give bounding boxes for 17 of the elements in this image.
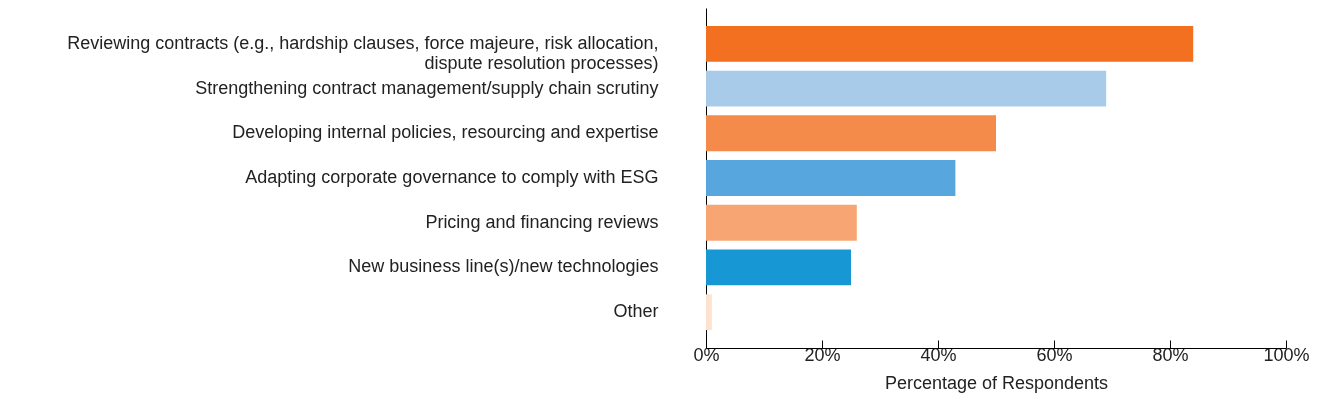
bar (706, 294, 712, 331)
bar (706, 204, 857, 241)
bar (706, 70, 1107, 107)
x-axis-title: Percentage of Respondents (884, 372, 1109, 393)
y-tick-label: Strengthening contract management/supply chain scrutiny (195, 77, 659, 98)
bar (706, 115, 996, 152)
y-tick-label: Reviewing contracts (e.g., hardship clauses, force majeure, risk allocation, dispute resolution processes) (67, 32, 659, 73)
x-tick-label: 100% (1263, 344, 1310, 365)
y-tick-label: Adapting corporate governance to comply with ESG (245, 167, 659, 187)
y-tick-label: New business line(s)/new technologies (348, 256, 659, 277)
bar (706, 25, 1194, 62)
y-tick-label: Developing internal policies, resourcing and expertise (232, 122, 659, 143)
bar (706, 160, 956, 196)
y-tick-label: Pricing and financing reviews (425, 211, 659, 232)
x-tick-label: 0% (693, 344, 720, 365)
bar (706, 249, 851, 286)
y-tick-label: Other (613, 301, 659, 322)
